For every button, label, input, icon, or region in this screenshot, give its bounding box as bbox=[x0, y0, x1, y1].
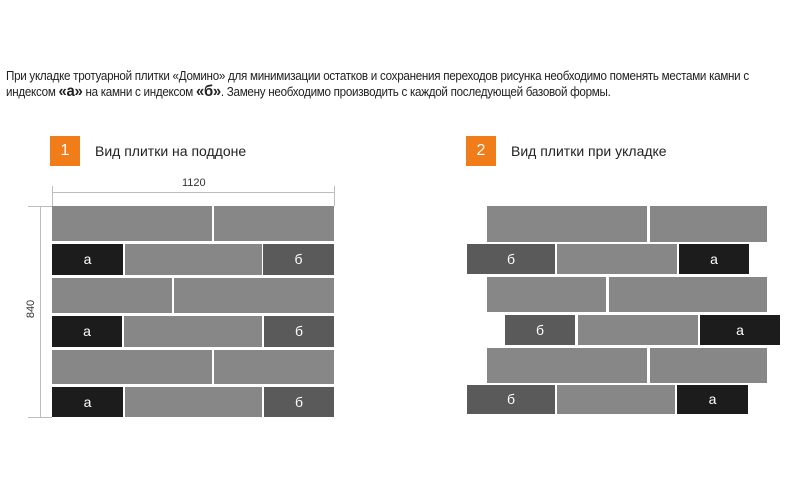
intro-part: При укладке тротуарной плитки «Домино» д… bbox=[6, 69, 749, 99]
tile bbox=[214, 206, 334, 241]
index-b-mark: «б» bbox=[195, 83, 221, 100]
width-label: 1120 bbox=[182, 177, 206, 189]
section-2-badge: 2 bbox=[466, 136, 496, 166]
tile bbox=[174, 278, 334, 313]
tile-b: б bbox=[264, 316, 334, 347]
tile-b: б bbox=[264, 387, 334, 417]
tile-a: а bbox=[52, 316, 122, 347]
tile bbox=[124, 316, 262, 347]
section-1-badge: 1 bbox=[50, 136, 80, 166]
tile-a: а bbox=[677, 385, 748, 414]
tile bbox=[125, 244, 262, 275]
tile bbox=[487, 206, 647, 242]
height-label: 840 bbox=[25, 299, 38, 319]
tile-a: а bbox=[52, 244, 123, 275]
tile bbox=[557, 244, 677, 274]
intro-text: При укладке тротуарной плитки «Домино» д… bbox=[6, 68, 797, 100]
tile bbox=[557, 385, 675, 414]
intro-part: на камни с индексом bbox=[82, 85, 196, 99]
tile bbox=[650, 206, 767, 242]
tile bbox=[578, 315, 698, 345]
section-1-caption: Вид плитки на поддоне bbox=[95, 143, 247, 159]
intro-part: . Замену необходимо производить с каждой… bbox=[220, 85, 611, 99]
tile bbox=[487, 277, 606, 312]
tile bbox=[650, 348, 767, 383]
tile bbox=[125, 387, 262, 417]
tile bbox=[52, 350, 212, 384]
dimension-tick bbox=[52, 186, 53, 206]
tile bbox=[52, 206, 212, 241]
dimension-tick bbox=[28, 206, 52, 207]
dimension-tick bbox=[28, 417, 52, 418]
section-2-caption: Вид плитки при укладке bbox=[511, 143, 667, 159]
tile bbox=[609, 277, 767, 312]
tile bbox=[214, 350, 334, 384]
tile-b: б bbox=[467, 385, 555, 414]
dimension-tick bbox=[334, 186, 335, 206]
index-a-mark: «а» bbox=[58, 83, 83, 100]
tile-b: б bbox=[467, 244, 555, 274]
tile-a: а bbox=[700, 315, 780, 345]
tile-b: б bbox=[263, 244, 334, 275]
tile bbox=[487, 348, 647, 383]
width-dimension-line bbox=[52, 192, 334, 193]
tile-b: б bbox=[505, 315, 575, 345]
height-dimension-line bbox=[40, 206, 41, 417]
tile bbox=[52, 278, 172, 313]
tile-a: а bbox=[52, 387, 123, 417]
tile-a: а bbox=[679, 244, 749, 274]
